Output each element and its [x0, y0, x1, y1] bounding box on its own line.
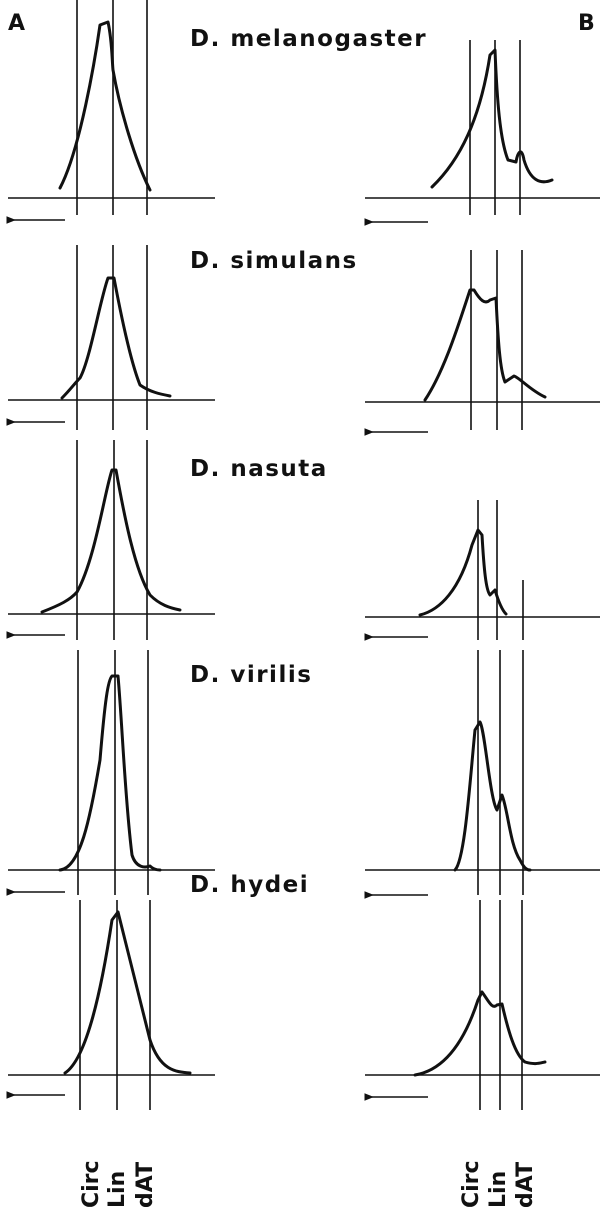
- marker-label: Lin: [486, 1171, 511, 1208]
- row-5: [6, 900, 600, 1110]
- species-title: D. melanogaster: [190, 26, 427, 52]
- profile: [413, 990, 547, 1077]
- profile: [423, 288, 547, 402]
- profile: [40, 468, 182, 614]
- panel-label: A: [8, 11, 25, 36]
- profile: [58, 674, 162, 872]
- axes: [8, 440, 215, 640]
- species-title: D. simulans: [190, 248, 358, 274]
- profile: [418, 528, 508, 617]
- row-2: [6, 245, 600, 436]
- marker-label: dAT: [133, 1162, 158, 1208]
- row-4: [6, 650, 600, 899]
- axes: [365, 900, 600, 1110]
- profile: [453, 720, 532, 872]
- marker-label: Circ: [459, 1160, 484, 1208]
- marker-label: Circ: [79, 1160, 104, 1208]
- axes: [8, 245, 215, 430]
- axes: [365, 650, 600, 895]
- species-title: D. virilis: [190, 662, 312, 688]
- axes: [365, 40, 600, 215]
- species-title: D. hydei: [190, 872, 309, 898]
- profile: [60, 276, 172, 400]
- row-3: [6, 440, 600, 641]
- profile: [63, 910, 192, 1075]
- axes: [8, 650, 215, 895]
- axes: [8, 900, 215, 1110]
- species-title: D. nasuta: [190, 456, 328, 482]
- axes: [365, 250, 600, 430]
- profile: [430, 48, 554, 189]
- marker-label: dAT: [513, 1162, 538, 1208]
- profile: [58, 20, 152, 192]
- axes: [365, 500, 600, 640]
- panel-label: B: [578, 11, 595, 36]
- row-1: [6, 0, 600, 226]
- axes: [8, 0, 215, 215]
- marker-label: Lin: [105, 1171, 130, 1208]
